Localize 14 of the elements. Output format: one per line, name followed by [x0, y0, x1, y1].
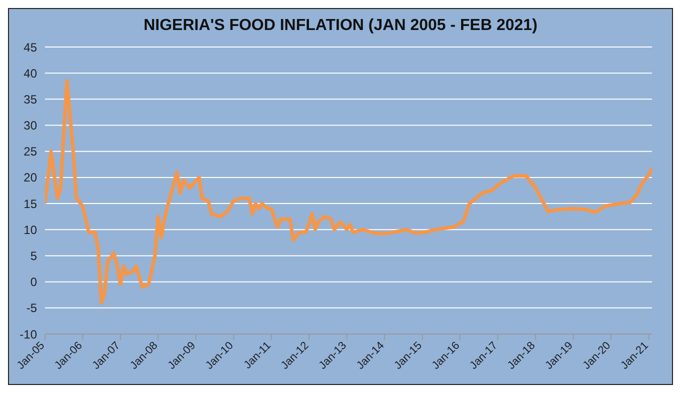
y-tick-label: 30 [24, 118, 38, 133]
y-tick-label: 15 [24, 196, 38, 211]
y-tick-label: 5 [30, 248, 38, 263]
y-tick-label: 20 [24, 170, 38, 185]
y-tick-label: 0 [30, 275, 38, 290]
y-tick-label: 45 [24, 40, 38, 54]
line-series [45, 79, 652, 304]
chart-title: NIGERIA'S FOOD INFLATION (JAN 2005 - FEB 2021) [142, 16, 538, 36]
y-tick-label: 40 [24, 66, 38, 80]
y-tick-label: 10 [24, 222, 38, 237]
y-tick-label: -5 [26, 301, 38, 316]
y-tick-label: 35 [24, 92, 38, 106]
y-tick-label: 25 [24, 144, 38, 159]
y-tick-label: -10 [20, 327, 38, 342]
